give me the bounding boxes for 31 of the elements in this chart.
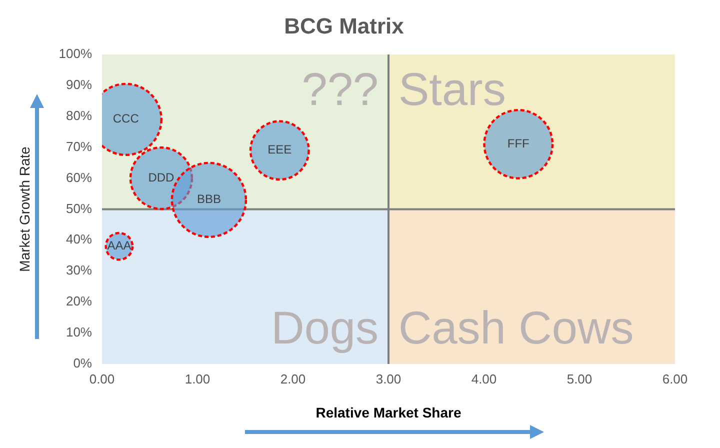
x-tick-label: 5.00 <box>566 371 592 386</box>
y-tick-label: 100% <box>58 46 92 61</box>
chart-title: BCG Matrix <box>284 13 405 38</box>
x-tick-label: 0.00 <box>89 371 115 386</box>
annotation: Cash Cows <box>398 302 634 354</box>
y-tick-label: 30% <box>66 262 92 278</box>
x-tick-label: 3.00 <box>376 371 402 386</box>
annotation: ??? <box>302 63 378 116</box>
x-tick-label: 2.00 <box>280 371 306 386</box>
series-label: AAA <box>107 238 132 253</box>
y-tick-label: 50% <box>66 200 92 216</box>
y-axis-title: Market Growth Rate <box>16 146 32 272</box>
y-tick-label: 70% <box>66 138 92 154</box>
series-label: CCC <box>112 112 140 126</box>
series-label: EEE <box>268 142 292 157</box>
y-tick-label: 80% <box>66 108 92 123</box>
x-axis-title: Relative Market Share <box>316 404 462 420</box>
y-tick-label: 40% <box>66 232 92 247</box>
series-label: FFF <box>507 136 530 150</box>
series-label: DDD <box>148 170 175 185</box>
series-label: BBB <box>196 192 221 206</box>
x-tick-label: 4.00 <box>471 371 497 386</box>
y-tick-label: 0% <box>73 356 92 371</box>
annotation: Dogs <box>271 302 378 354</box>
y-tick-label: 90% <box>66 76 92 92</box>
y-tick-label: 60% <box>66 170 92 185</box>
y-tick-label: 20% <box>66 294 92 309</box>
annotation: Stars <box>398 63 506 116</box>
x-tick-label: 1.00 <box>184 371 210 386</box>
x-tick-label: 6.00 <box>662 371 688 386</box>
y-tick-label: 10% <box>66 324 92 340</box>
